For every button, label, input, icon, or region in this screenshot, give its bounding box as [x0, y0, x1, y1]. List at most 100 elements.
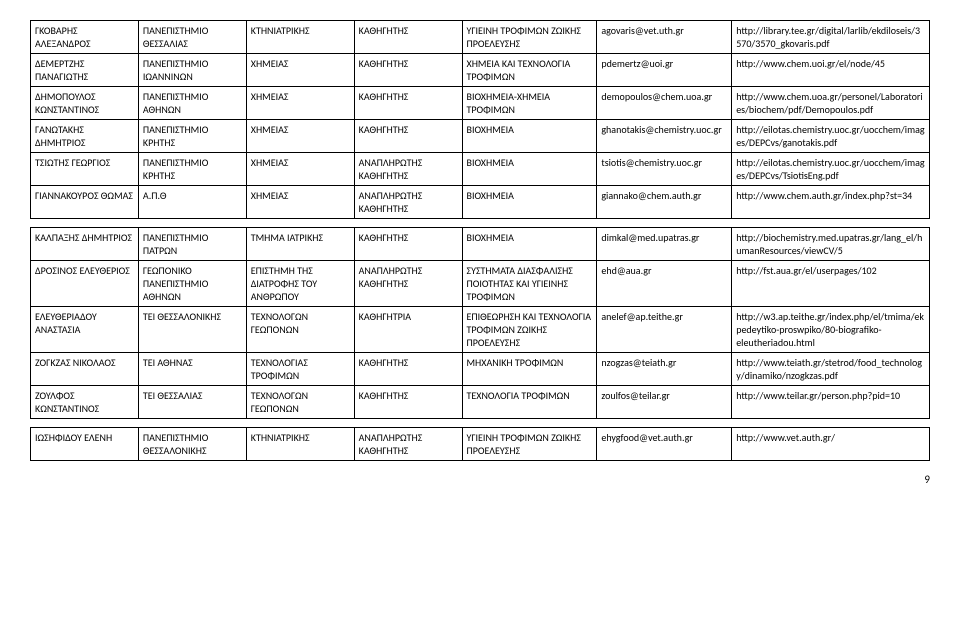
- table-row: ΔΕΜΕΡΤΖΗΣ ΠΑΝΑΓΙΩΤΗΣΠΑΝΕΠΙΣΤΗΜΙΟ ΙΩΑΝΝΙΝ…: [31, 54, 930, 87]
- cell-dept: ΤΕΧΝΟΛΟΓΙΑΣ ΤΡΟΦΙΜΩΝ: [246, 353, 354, 386]
- cell-email: ehd@aua.gr: [597, 261, 732, 307]
- cell-name: ΓΙΑΝΝΑΚΟΥΡΟΣ ΘΩΜΑΣ: [31, 186, 139, 219]
- table-gap: [30, 419, 930, 427]
- cell-pos: ΚΑΘΗΓΗΤΗΣ: [354, 228, 462, 261]
- cell-dept: ΤΜΗΜΑ ΙΑΤΡΙΚΗΣ: [246, 228, 354, 261]
- cell-spec: ΒΙΟΧΗΜΕΙΑ: [462, 120, 597, 153]
- cell-url: http://eilotas.chemistry.uoc.gr/uocchem/…: [732, 120, 930, 153]
- cell-name: ΖΟΥΛΦΟΣ ΚΩΝΣΤΑΝΤΙΝΟΣ: [31, 386, 139, 419]
- cell-email: demopoulos@chem.uoa.gr: [597, 87, 732, 120]
- cell-name: ΔΗΜΟΠΟΥΛΟΣ ΚΩΝΣΤΑΝΤΙΝΟΣ: [31, 87, 139, 120]
- cell-email: giannako@chem.auth.gr: [597, 186, 732, 219]
- cell-name: ΙΩΣΗΦΙΔΟΥ ΕΛΕΝΗ: [31, 428, 139, 461]
- cell-url: http://www.vet.auth.gr/: [732, 428, 930, 461]
- cell-inst: ΠΑΝΕΠΙΣΤΗΜΙΟ ΙΩΑΝΝΙΝΩΝ: [138, 54, 246, 87]
- cell-inst: ΓΕΩΠΟΝΙΚΟ ΠΑΝΕΠΙΣΤΗΜΙΟ ΑΘΗΝΩΝ: [138, 261, 246, 307]
- table-row: ΖΟΥΛΦΟΣ ΚΩΝΣΤΑΝΤΙΝΟΣΤΕΙ ΘΕΣΣΑΛΙΑΣΤΕΧΝΟΛΟ…: [31, 386, 930, 419]
- cell-inst: ΠΑΝΕΠΙΣΤΗΜΙΟ ΚΡΗΤΗΣ: [138, 120, 246, 153]
- cell-pos: ΚΑΘΗΓΗΤΡΙΑ: [354, 307, 462, 353]
- cell-url: http://fst.aua.gr/el/userpages/102: [732, 261, 930, 307]
- cell-spec: ΜΗΧΑΝΙΚΗ ΤΡΟΦΙΜΩΝ: [462, 353, 597, 386]
- cell-dept: ΚΤΗΝΙΑΤΡΙΚΗΣ: [246, 21, 354, 54]
- cell-email: pdemertz@uoi.gr: [597, 54, 732, 87]
- cell-inst: ΠΑΝΕΠΙΣΤΗΜΙΟ ΚΡΗΤΗΣ: [138, 153, 246, 186]
- cell-inst: ΤΕΙ ΘΕΣΣΑΛΙΑΣ: [138, 386, 246, 419]
- cell-email: anelef@ap.teithe.gr: [597, 307, 732, 353]
- cell-name: ΖΟΓΚΖΑΣ ΝΙΚΟΛΑΟΣ: [31, 353, 139, 386]
- cell-pos: ΚΑΘΗΓΗΤΗΣ: [354, 87, 462, 120]
- cell-dept: ΧΗΜΕΙΑΣ: [246, 120, 354, 153]
- cell-spec: ΧΗΜΕΙΑ ΚΑΙ ΤΕΧΝΟΛΟΓΙΑ ΤΡΟΦΙΜΩΝ: [462, 54, 597, 87]
- cell-pos: ΑΝΑΠΛΗΡΩΤΗΣ ΚΑΘΗΓΗΤΗΣ: [354, 186, 462, 219]
- cell-spec: ΥΓΙΕΙΝΗ ΤΡΟΦΙΜΩΝ ΖΩΙΚΗΣ ΠΡΟΕΛΕΥΣΗΣ: [462, 428, 597, 461]
- cell-spec: ΕΠΙΘΕΩΡΗΣΗ ΚΑΙ ΤΕΧΝΟΛΟΓΙΑ ΤΡΟΦΙΜΩΝ ΖΩΙΚΗ…: [462, 307, 597, 353]
- cell-inst: ΠΑΝΕΠΙΣΤΗΜΙΟ ΑΘΗΝΩΝ: [138, 87, 246, 120]
- cell-pos: ΑΝΑΠΛΗΡΩΤΗΣ ΚΑΘΗΓΗΤΗΣ: [354, 153, 462, 186]
- cell-dept: ΧΗΜΕΙΑΣ: [246, 153, 354, 186]
- cell-email: ehygfood@vet.auth.gr: [597, 428, 732, 461]
- cell-name: ΤΣΙΩΤΗΣ ΓΕΩΡΓΙΟΣ: [31, 153, 139, 186]
- cell-spec: ΒΙΟΧΗΜΕΙΑ-ΧΗΜΕΙΑ ΤΡΟΦΙΜΩΝ: [462, 87, 597, 120]
- cell-pos: ΚΑΘΗΓΗΤΗΣ: [354, 54, 462, 87]
- cell-inst: ΠΑΝΕΠΙΣΤΗΜΙΟ ΘΕΣΣΑΛΙΑΣ: [138, 21, 246, 54]
- cell-spec: ΥΓΙΕΙΝΗ ΤΡΟΦΙΜΩΝ ΖΩΙΚΗΣ ΠΡΟΕΛΕΥΣΗΣ: [462, 21, 597, 54]
- cell-pos: ΑΝΑΠΛΗΡΩΤΗΣ ΚΑΘΗΓΗΤΗΣ: [354, 428, 462, 461]
- table-row: ΔΗΜΟΠΟΥΛΟΣ ΚΩΝΣΤΑΝΤΙΝΟΣΠΑΝΕΠΙΣΤΗΜΙΟ ΑΘΗΝ…: [31, 87, 930, 120]
- cell-spec: ΒΙΟΧΗΜΕΙΑ: [462, 186, 597, 219]
- table-row: ΙΩΣΗΦΙΔΟΥ ΕΛΕΝΗΠΑΝΕΠΙΣΤΗΜΙΟ ΘΕΣΣΑΛΟΝΙΚΗΣ…: [31, 428, 930, 461]
- cell-dept: ΧΗΜΕΙΑΣ: [246, 186, 354, 219]
- cell-url: http://www.teilar.gr/person.php?pid=10: [732, 386, 930, 419]
- cell-dept: ΕΠΙΣΤΗΜΗ ΤΗΣ ΔΙΑΤΡΟΦΗΣ ΤΟΥ ΑΝΘΡΩΠΟΥ: [246, 261, 354, 307]
- cell-url: http://www.chem.uoa.gr/personel/Laborato…: [732, 87, 930, 120]
- cell-url: http://biochemistry.med.upatras.gr/lang_…: [732, 228, 930, 261]
- cell-spec: ΒΙΟΧΗΜΕΙΑ: [462, 228, 597, 261]
- cell-dept: ΚΤΗΝΙΑΤΡΙΚΗΣ: [246, 428, 354, 461]
- cell-url: http://w3.ap.teithe.gr/index.php/el/tmim…: [732, 307, 930, 353]
- faculty-table: ΚΑΛΠΑΞΗΣ ΔΗΜΗΤΡΙΟΣΠΑΝΕΠΙΣΤΗΜΙΟ ΠΑΤΡΩΝΤΜΗ…: [30, 227, 930, 419]
- cell-email: nzogzas@teiath.gr: [597, 353, 732, 386]
- cell-pos: ΚΑΘΗΓΗΤΗΣ: [354, 353, 462, 386]
- cell-pos: ΚΑΘΗΓΗΤΗΣ: [354, 21, 462, 54]
- cell-email: agovaris@vet.uth.gr: [597, 21, 732, 54]
- cell-dept: ΤΕΧΝΟΛΟΓΩΝ ΓΕΩΠΟΝΩΝ: [246, 386, 354, 419]
- cell-url: http://eilotas.chemistry.uoc.gr/uocchem/…: [732, 153, 930, 186]
- cell-inst: Α.Π.Θ: [138, 186, 246, 219]
- cell-dept: ΧΗΜΕΙΑΣ: [246, 87, 354, 120]
- faculty-table: ΙΩΣΗΦΙΔΟΥ ΕΛΕΝΗΠΑΝΕΠΙΣΤΗΜΙΟ ΘΕΣΣΑΛΟΝΙΚΗΣ…: [30, 427, 930, 461]
- cell-name: ΕΛΕΥΘΕΡΙΑΔΟΥ ΑΝΑΣΤΑΣΙΑ: [31, 307, 139, 353]
- cell-name: ΓΚΟΒΑΡΗΣ ΑΛΕΞΑΝΔΡΟΣ: [31, 21, 139, 54]
- cell-dept: ΧΗΜΕΙΑΣ: [246, 54, 354, 87]
- cell-inst: ΠΑΝΕΠΙΣΤΗΜΙΟ ΠΑΤΡΩΝ: [138, 228, 246, 261]
- cell-pos: ΚΑΘΗΓΗΤΗΣ: [354, 386, 462, 419]
- cell-url: http://www.chem.auth.gr/index.php?st=34: [732, 186, 930, 219]
- cell-inst: ΤΕΙ ΑΘΗΝΑΣ: [138, 353, 246, 386]
- cell-email: zoulfos@teilar.gr: [597, 386, 732, 419]
- table-row: ΓΚΟΒΑΡΗΣ ΑΛΕΞΑΝΔΡΟΣΠΑΝΕΠΙΣΤΗΜΙΟ ΘΕΣΣΑΛΙΑ…: [31, 21, 930, 54]
- table-row: ΔΡΟΣΙΝΟΣ ΕΛΕΥΘΕΡΙΟΣΓΕΩΠΟΝΙΚΟ ΠΑΝΕΠΙΣΤΗΜΙ…: [31, 261, 930, 307]
- cell-url: http://www.teiath.gr/stetrod/food_techno…: [732, 353, 930, 386]
- cell-url: http://www.chem.uoi.gr/el/node/45: [732, 54, 930, 87]
- table-row: ΕΛΕΥΘΕΡΙΑΔΟΥ ΑΝΑΣΤΑΣΙΑΤΕΙ ΘΕΣΣΑΛΟΝΙΚΗΣΤΕ…: [31, 307, 930, 353]
- cell-name: ΔΡΟΣΙΝΟΣ ΕΛΕΥΘΕΡΙΟΣ: [31, 261, 139, 307]
- cell-pos: ΑΝΑΠΛΗΡΩΤΗΣ ΚΑΘΗΓΗΤΗΣ: [354, 261, 462, 307]
- cell-name: ΓΑΝΩΤΑΚΗΣ ΔΗΜΗΤΡΙΟΣ: [31, 120, 139, 153]
- cell-spec: ΤΕΧΝΟΛΟΓΙΑ ΤΡΟΦΙΜΩΝ: [462, 386, 597, 419]
- table-gap: [30, 219, 930, 227]
- faculty-tables-container: ΓΚΟΒΑΡΗΣ ΑΛΕΞΑΝΔΡΟΣΠΑΝΕΠΙΣΤΗΜΙΟ ΘΕΣΣΑΛΙΑ…: [30, 20, 930, 461]
- table-row: ΖΟΓΚΖΑΣ ΝΙΚΟΛΑΟΣΤΕΙ ΑΘΗΝΑΣΤΕΧΝΟΛΟΓΙΑΣ ΤΡ…: [31, 353, 930, 386]
- cell-inst: ΠΑΝΕΠΙΣΤΗΜΙΟ ΘΕΣΣΑΛΟΝΙΚΗΣ: [138, 428, 246, 461]
- faculty-table: ΓΚΟΒΑΡΗΣ ΑΛΕΞΑΝΔΡΟΣΠΑΝΕΠΙΣΤΗΜΙΟ ΘΕΣΣΑΛΙΑ…: [30, 20, 930, 219]
- table-row: ΚΑΛΠΑΞΗΣ ΔΗΜΗΤΡΙΟΣΠΑΝΕΠΙΣΤΗΜΙΟ ΠΑΤΡΩΝΤΜΗ…: [31, 228, 930, 261]
- cell-name: ΔΕΜΕΡΤΖΗΣ ΠΑΝΑΓΙΩΤΗΣ: [31, 54, 139, 87]
- table-row: ΓΙΑΝΝΑΚΟΥΡΟΣ ΘΩΜΑΣΑ.Π.ΘΧΗΜΕΙΑΣΑΝΑΠΛΗΡΩΤΗ…: [31, 186, 930, 219]
- cell-spec: ΣΥΣΤΗΜΑΤΑ ΔΙΑΣΦΑΛΙΣΗΣ ΠΟΙΟΤΗΤΑΣ ΚΑΙ ΥΓΙΕ…: [462, 261, 597, 307]
- cell-name: ΚΑΛΠΑΞΗΣ ΔΗΜΗΤΡΙΟΣ: [31, 228, 139, 261]
- page-number: 9: [30, 473, 930, 486]
- cell-email: dimkal@med.upatras.gr: [597, 228, 732, 261]
- cell-dept: ΤΕΧΝΟΛΟΓΩΝ ΓΕΩΠΟΝΩΝ: [246, 307, 354, 353]
- cell-inst: ΤΕΙ ΘΕΣΣΑΛΟΝΙΚΗΣ: [138, 307, 246, 353]
- table-row: ΤΣΙΩΤΗΣ ΓΕΩΡΓΙΟΣΠΑΝΕΠΙΣΤΗΜΙΟ ΚΡΗΤΗΣΧΗΜΕΙ…: [31, 153, 930, 186]
- cell-pos: ΚΑΘΗΓΗΤΗΣ: [354, 120, 462, 153]
- cell-spec: ΒΙΟΧΗΜΕΙΑ: [462, 153, 597, 186]
- cell-email: ghanotakis@chemistry.uoc.gr: [597, 120, 732, 153]
